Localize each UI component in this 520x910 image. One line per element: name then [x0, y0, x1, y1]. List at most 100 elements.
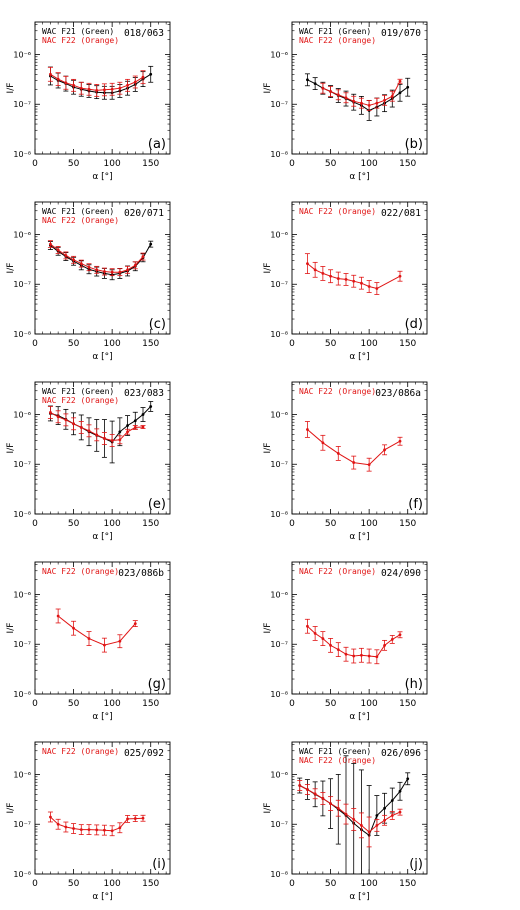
- x-tick-label: 150: [142, 339, 159, 349]
- x-tick-label: 150: [142, 159, 159, 169]
- series-group: [304, 73, 411, 121]
- panel-i: 0 50 100 150 10⁻⁸ 10⁻⁷ 10⁻⁶ α [°] I/F NAC F22 (Or…: [6, 741, 171, 902]
- legend-entry: WAC F21 (Green): [299, 27, 371, 36]
- y-axis-label: I/F: [6, 623, 16, 634]
- data-point: [49, 72, 52, 76]
- data-point: [375, 101, 379, 105]
- data-point: [344, 652, 348, 656]
- y-axis-label: I/F: [6, 803, 16, 814]
- data-point: [87, 637, 91, 640]
- x-tick-label: 150: [399, 339, 416, 349]
- series-group: [304, 253, 403, 295]
- dataset-id: 023/083: [124, 388, 164, 399]
- y-tick-label: 10⁻⁷: [270, 100, 288, 109]
- y-tick-label: 10⁻⁸: [270, 870, 288, 879]
- data-point: [313, 82, 317, 86]
- x-tick-label: 100: [104, 699, 121, 709]
- data-point: [133, 263, 137, 267]
- legend-entry: NAC F22 (Orange): [299, 567, 376, 576]
- data-point: [321, 441, 325, 445]
- data-point: [87, 87, 91, 91]
- y-tick-label: 10⁻⁶: [13, 770, 31, 779]
- data-point: [133, 817, 137, 820]
- data-point: [306, 78, 309, 82]
- data-point: [383, 818, 386, 822]
- series-group: [47, 811, 146, 837]
- x-tick-label: 50: [325, 339, 337, 349]
- data-point: [375, 823, 379, 827]
- legend-entry: NAC F22 (Orange): [42, 216, 119, 225]
- panel-f: 0 50 100 150 10⁻⁸ 10⁻⁷ 10⁻⁶ α [°] I/F NAC F22 (Or…: [263, 381, 428, 542]
- data-point: [329, 274, 332, 278]
- series-line: [57, 615, 136, 646]
- dataset-id: 023/086b: [118, 568, 164, 579]
- y-tick-label: 10⁻⁸: [270, 690, 288, 699]
- dataset-id: 023/086a: [375, 388, 421, 399]
- data-point: [110, 439, 114, 442]
- panel-label: (h): [405, 677, 423, 692]
- series-group: [304, 421, 403, 472]
- legend-entry: WAC F21 (Green): [42, 207, 114, 216]
- data-point: [118, 270, 122, 274]
- x-axis-label: α [°]: [349, 172, 369, 182]
- legend-entry: NAC F22 (Orange): [299, 387, 376, 396]
- data-point: [329, 90, 332, 93]
- series-line: [50, 73, 151, 94]
- x-axis-label: α [°]: [349, 712, 369, 722]
- plot-frame: [291, 21, 428, 155]
- data-point: [344, 278, 348, 281]
- x-tick-label: 150: [399, 699, 416, 709]
- legend-entry: WAC F21 (Green): [42, 387, 114, 396]
- y-tick-label: 10⁻⁷: [270, 820, 288, 829]
- x-tick-label: 50: [325, 699, 337, 709]
- x-axis-label: α [°]: [349, 532, 369, 542]
- data-point: [49, 242, 52, 246]
- dataset-id: 020/071: [124, 208, 164, 219]
- data-point: [398, 789, 402, 793]
- data-point: [367, 463, 371, 467]
- data-point: [133, 80, 137, 84]
- y-tick-label: 10⁻⁸: [270, 150, 288, 159]
- data-point: [352, 279, 356, 283]
- panel-b: 0 50 100 150 10⁻⁸ 10⁻⁷ 10⁻⁶ α [°] I/F WAC F21 (Gr…: [263, 21, 428, 182]
- x-tick-label: 100: [104, 159, 121, 169]
- plot-frame: [34, 741, 171, 875]
- data-point: [313, 792, 317, 796]
- data-point: [103, 643, 106, 647]
- data-point: [141, 816, 145, 820]
- data-point: [126, 83, 129, 87]
- panel-label: (b): [405, 137, 423, 152]
- data-point: [352, 818, 356, 821]
- data-point: [56, 822, 60, 826]
- x-tick-label: 150: [399, 519, 416, 529]
- legend-entry: NAC F22 (Orange): [42, 747, 119, 756]
- x-tick-label: 50: [325, 519, 337, 529]
- data-point: [64, 418, 68, 422]
- data-point: [141, 425, 145, 429]
- y-tick-label: 10⁻⁶: [13, 590, 31, 599]
- y-axis-label: I/F: [6, 83, 16, 94]
- data-point: [336, 648, 340, 652]
- data-point: [118, 86, 122, 90]
- y-tick-label: 10⁻⁷: [270, 640, 288, 649]
- panel-j: 0 50 100 150 10⁻⁸ 10⁻⁷ 10⁻⁶ α [°] I/F WAC F21 (Gr…: [263, 741, 428, 902]
- y-tick-label: 10⁻⁶: [13, 410, 31, 419]
- panel-h: 0 50 100 150 10⁻⁸ 10⁻⁷ 10⁻⁶ α [°] I/F NAC F22 (Or…: [263, 561, 428, 722]
- x-tick-label: 0: [289, 699, 295, 709]
- data-point: [95, 268, 99, 272]
- legend-entry: NAC F22 (Orange): [42, 567, 119, 576]
- data-point: [336, 93, 340, 97]
- x-tick-label: 100: [104, 879, 121, 889]
- y-tick-label: 10⁻⁶: [13, 230, 31, 239]
- data-point: [375, 655, 379, 659]
- data-point: [141, 75, 145, 79]
- data-point: [406, 85, 410, 89]
- x-tick-label: 50: [325, 879, 337, 889]
- y-tick-label: 10⁻⁸: [13, 690, 31, 699]
- data-point: [64, 81, 68, 85]
- data-point: [367, 285, 371, 288]
- data-point: [103, 437, 106, 440]
- data-point: [118, 438, 122, 442]
- data-point: [306, 262, 309, 266]
